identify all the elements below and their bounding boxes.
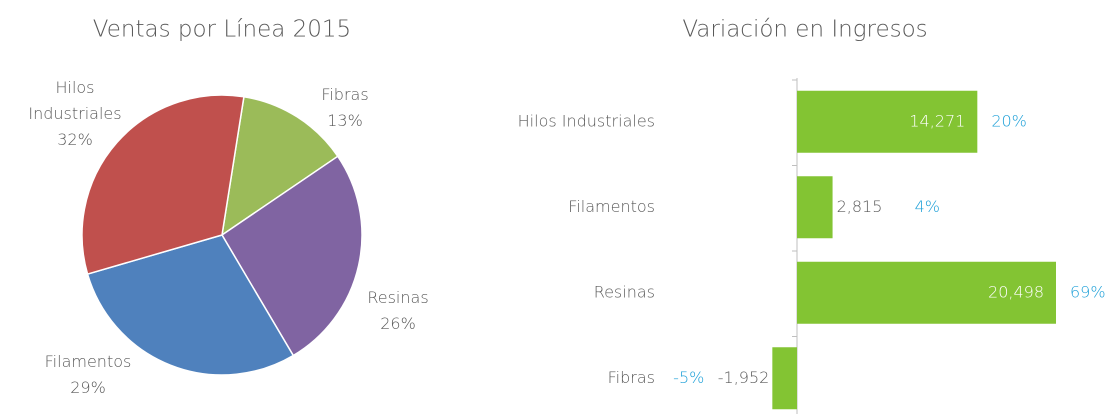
category-label: Resinas [594, 282, 655, 301]
pie-title: Ventas por Línea 2015 [93, 17, 351, 43]
value-label: 2,815 [837, 197, 883, 216]
value-label: -1,952 [718, 368, 770, 387]
slice-category: Filamentos [45, 352, 132, 371]
slice-value-label: 29% [70, 378, 106, 397]
category-label: Hilos Industriales [518, 111, 655, 130]
value-label: 20,498 [988, 282, 1044, 301]
bar [797, 176, 833, 239]
category-label: Filamentos [568, 197, 655, 216]
slice-label: Filamentos 29% [45, 352, 132, 397]
slice-category: Hilos Industriales [28, 78, 121, 123]
pie-slice [86, 234, 295, 376]
category-label: Fibras [608, 368, 655, 387]
change-label: 4% [915, 197, 940, 216]
change-label: 20% [991, 111, 1027, 130]
slice-category: Resinas [367, 288, 428, 307]
value-label: 14,271 [909, 111, 965, 130]
bar [797, 90, 978, 153]
slice-value-label: 32% [57, 130, 93, 149]
change-label: -5% [673, 368, 704, 387]
slice-label: Fibras 13% [321, 85, 368, 130]
bar [772, 347, 797, 410]
slice-value-label: 26% [380, 314, 416, 333]
pie-slice [81, 94, 245, 275]
slice-category-word: Hilos [55, 78, 94, 97]
pie-slice [220, 95, 339, 237]
change-label: 69% [1070, 282, 1106, 301]
slice-label: Resinas 26% [367, 288, 428, 333]
slice-label: Hilos Industriales 32% [28, 78, 121, 149]
bar [797, 261, 1056, 324]
slice-category: Fibras [321, 85, 368, 104]
slice-value-label: 13% [327, 111, 363, 130]
slice-category-word: Industriales [28, 104, 121, 123]
bar-title: Variación en Ingresos [682, 17, 927, 43]
pie-slice [220, 155, 363, 357]
